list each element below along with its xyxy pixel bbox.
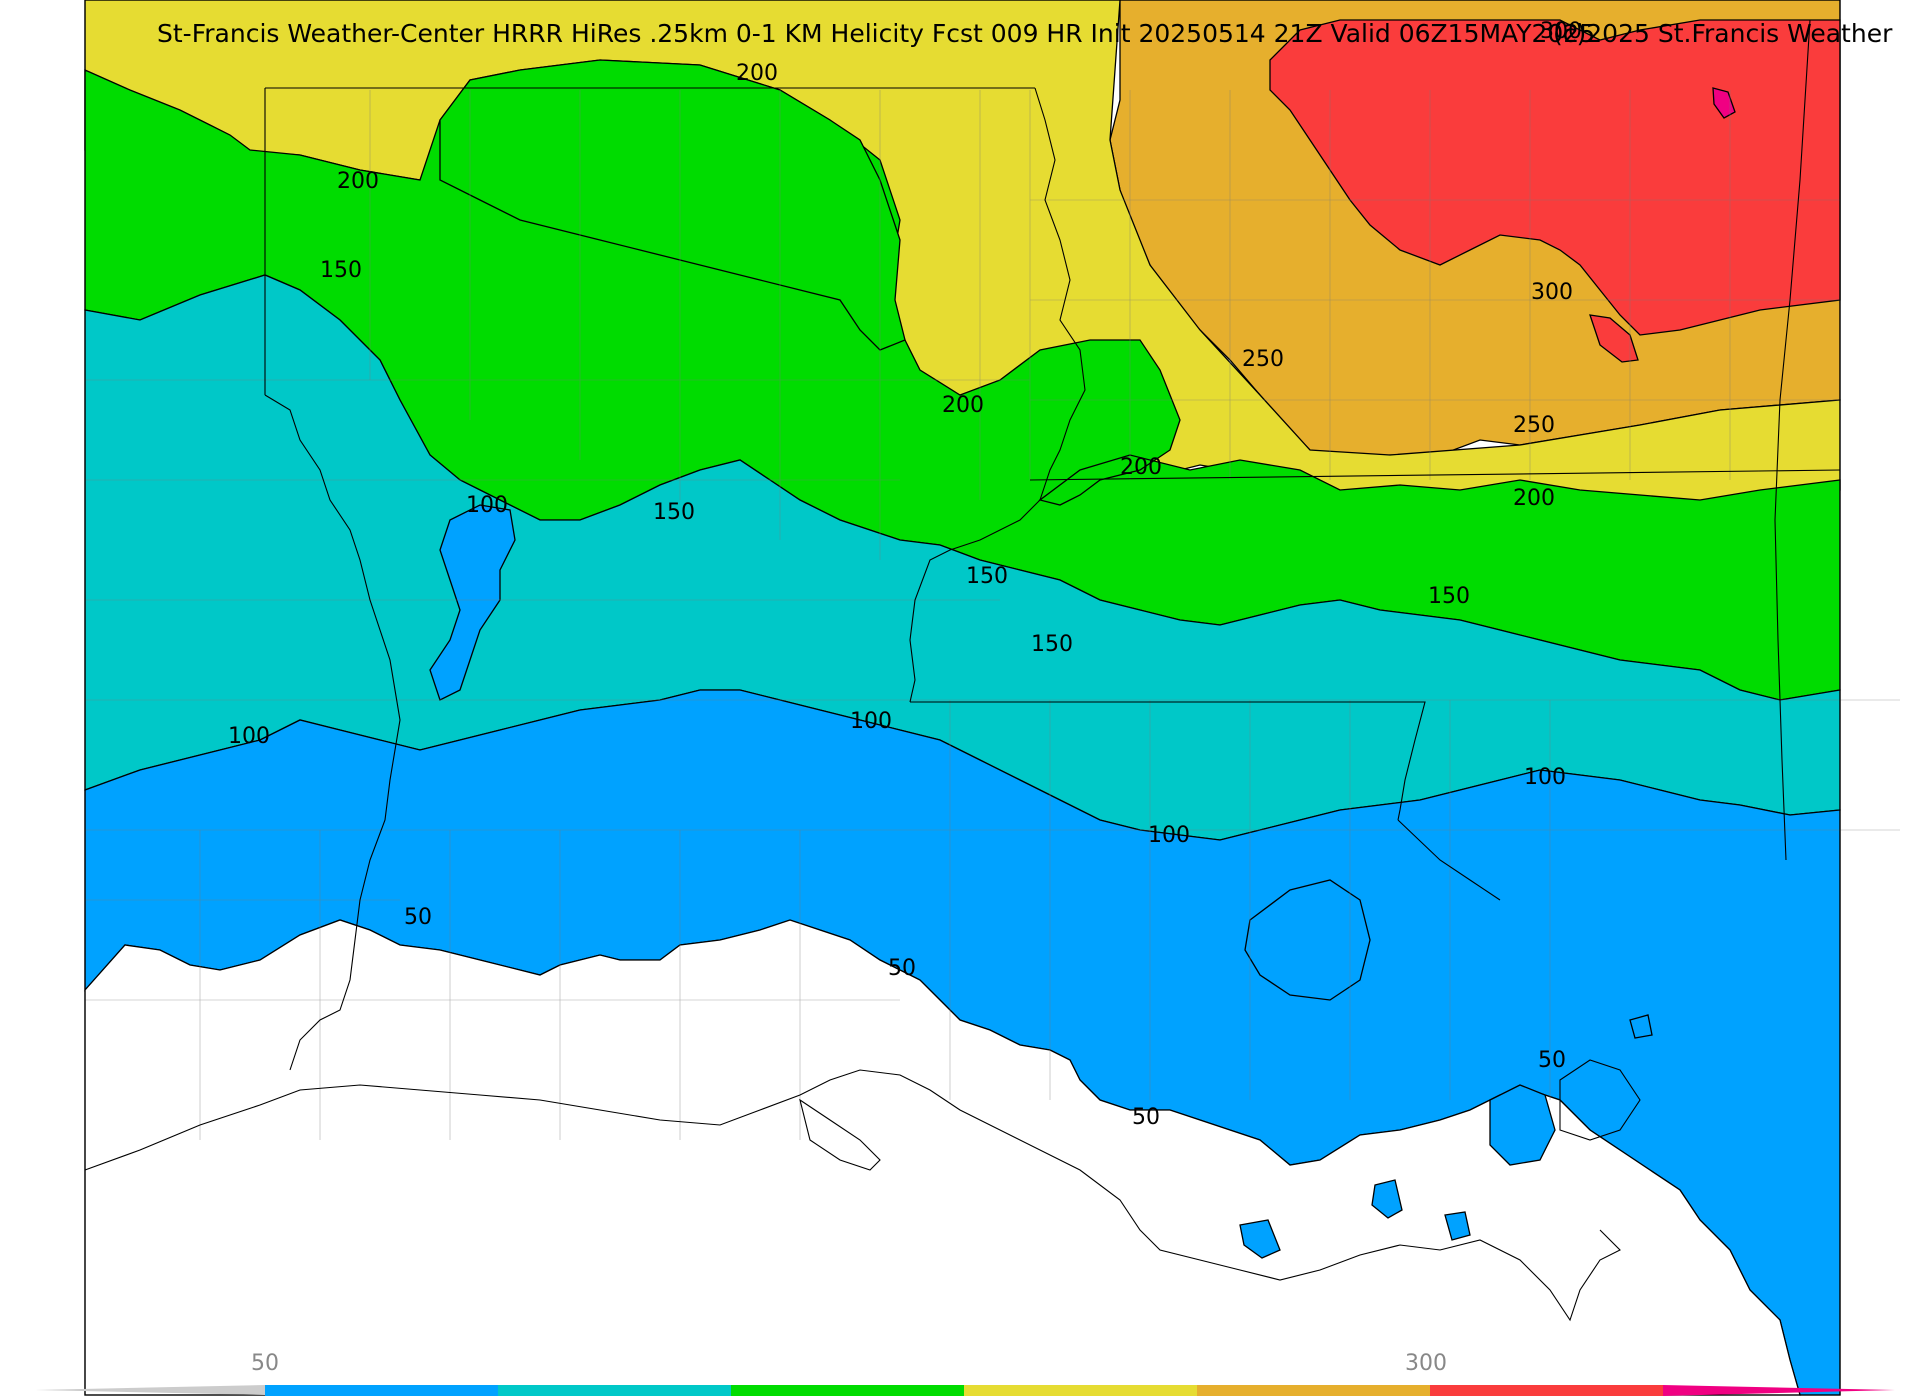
label-100-upper: 100 [466, 493, 508, 518]
state-borders [264, 19, 1841, 1071]
label-300-top: 300 [1540, 19, 1582, 44]
label-200-top: 200 [736, 61, 778, 86]
helicity-fill-layers [84, 0, 1841, 1396]
label-50-right: 50 [1538, 1048, 1566, 1073]
colorbar-segment-4 [964, 1385, 1197, 1396]
label-200-left: 200 [337, 169, 379, 194]
colorbar-label-300: 300 [1405, 1351, 1447, 1376]
band-50-100-bay-1 [1489, 1084, 1556, 1166]
band-300-350 [1269, 19, 1841, 336]
band-above-350-speck [1712, 87, 1736, 119]
label-150-mid: 150 [966, 564, 1008, 589]
coastline [84, 1059, 1641, 1322]
band-50-100-bay-2 [1371, 1179, 1403, 1219]
label-150-right: 150 [1428, 584, 1470, 609]
band-50-100-bay-3 [1239, 1219, 1281, 1259]
colorbar-segment-6 [1430, 1385, 1663, 1396]
credit-text: (c)2025 St.Francis Weather [1553, 19, 1893, 48]
colorbar-under-arrow [35, 1385, 265, 1395]
label-150-center: 150 [653, 500, 695, 525]
label-300-mid: 300 [1531, 280, 1573, 305]
label-100-mid: 100 [1148, 823, 1190, 848]
band-50-100-bay-4 [1444, 1211, 1471, 1241]
county-boundaries [85, 90, 1900, 1140]
label-200-mid2: 200 [1120, 455, 1162, 480]
band-50-100-lake-1 [429, 504, 516, 701]
colorbar-segment-2 [498, 1385, 731, 1396]
colorbar-segment-5 [1197, 1385, 1430, 1396]
label-50-south: 50 [1132, 1105, 1160, 1130]
band-50-100-lake-2 [1244, 879, 1371, 1001]
band-300-350-blob [1589, 314, 1639, 363]
colorbar: 50 300 [35, 1351, 1895, 1396]
label-150-mid2: 150 [1031, 632, 1073, 657]
label-100-left: 100 [228, 724, 270, 749]
colorbar-segment-3 [731, 1385, 964, 1396]
band-150-200-north [439, 59, 906, 351]
band-50-100-bay-5 [1629, 1014, 1653, 1039]
colorbar-over-arrow [1663, 1385, 1895, 1396]
label-250-mid: 250 [1242, 347, 1284, 372]
colorbar-segment-1 [265, 1385, 498, 1396]
label-100-right: 100 [1524, 765, 1566, 790]
label-200-right: 200 [1513, 486, 1555, 511]
band-below-50 [84, 919, 1801, 1396]
map-title: St-Francis Weather-Center HRRR HiRes .25… [157, 19, 1595, 48]
label-50-center: 50 [888, 956, 916, 981]
label-150-left: 150 [320, 258, 362, 283]
label-50-left: 50 [404, 905, 432, 930]
colorbar-label-50: 50 [251, 1351, 279, 1376]
label-100-center: 100 [850, 709, 892, 734]
contour-labels: 200 200 150 200 200 250 300 250 200 300 … [228, 19, 1582, 1130]
label-250-right: 250 [1513, 413, 1555, 438]
label-200-mid: 200 [942, 393, 984, 418]
